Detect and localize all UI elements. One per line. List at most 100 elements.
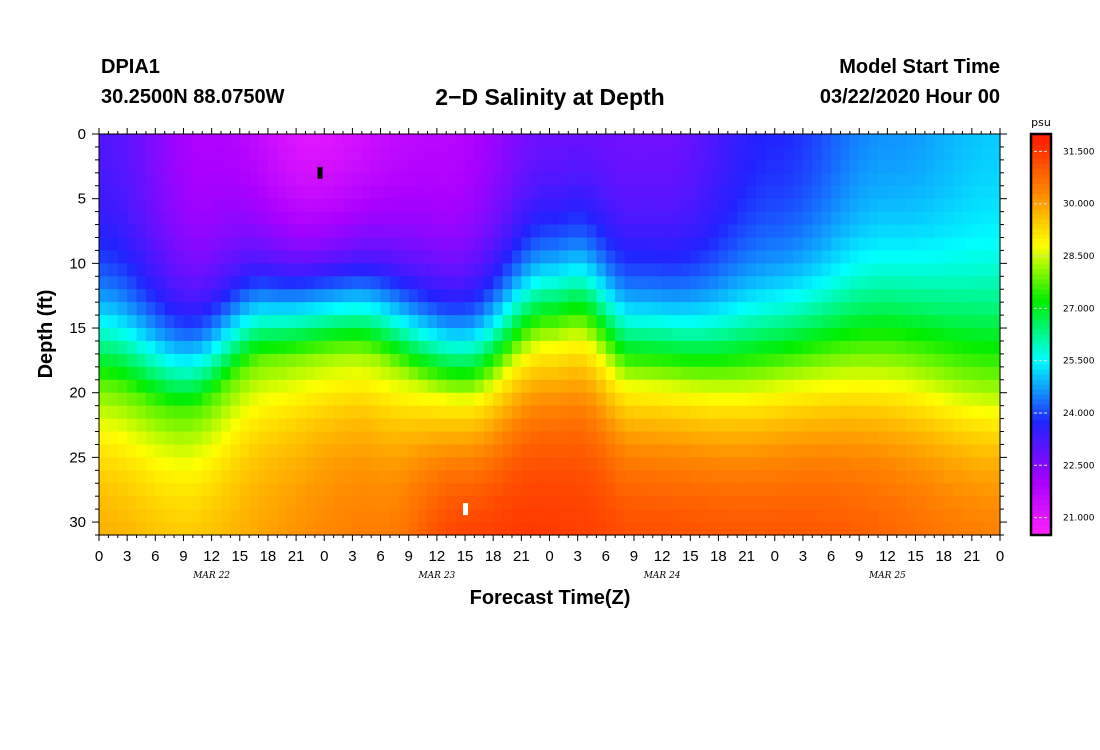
heatmap-cell — [145, 366, 156, 381]
x-tick-label: 6 — [827, 548, 835, 565]
colorbar-segment — [1031, 299, 1051, 306]
model-start-label: Model Start Time — [839, 56, 1000, 78]
heatmap-cell — [943, 457, 954, 471]
heatmap-cell — [502, 444, 513, 458]
heatmap-cell — [680, 366, 691, 381]
heatmap-cell — [136, 483, 147, 497]
heatmap-cell — [286, 185, 297, 200]
heatmap-cell — [211, 444, 222, 458]
heatmap-cell — [511, 134, 522, 148]
heatmap-cell — [521, 198, 532, 213]
heatmap-cell — [924, 198, 935, 213]
heatmap-cell — [765, 405, 776, 420]
heatmap-cell — [868, 198, 879, 213]
heatmap-cell — [427, 250, 438, 264]
heatmap-cell — [117, 185, 128, 200]
heatmap-cell — [258, 302, 269, 316]
heatmap-cell — [596, 315, 607, 329]
heatmap-cell — [164, 522, 175, 536]
heatmap-cell — [821, 289, 832, 303]
colorbar-segment — [1031, 429, 1051, 436]
heatmap-cell — [427, 134, 438, 148]
heatmap-cell — [540, 457, 551, 471]
heatmap-cell — [145, 289, 156, 303]
heatmap-cell — [784, 198, 795, 213]
heatmap-cell — [558, 159, 569, 174]
heatmap-cell — [530, 444, 541, 458]
heatmap-cell — [577, 185, 588, 200]
x-tick-label: 15 — [231, 548, 248, 565]
heatmap-cell — [155, 353, 166, 368]
heatmap-cell — [718, 159, 729, 174]
heatmap-cell — [117, 146, 128, 161]
heatmap-cell — [502, 340, 513, 355]
heatmap-cell — [746, 470, 757, 484]
heatmap-cell — [558, 457, 569, 471]
heatmap-cell — [221, 250, 231, 264]
heatmap-cell — [568, 379, 579, 394]
heatmap-cell — [587, 444, 598, 458]
colorbar-segment — [1031, 444, 1051, 451]
heatmap-cell — [540, 146, 551, 161]
heatmap-cell — [286, 237, 297, 252]
heatmap-cell — [343, 522, 354, 536]
max-marker — [463, 503, 469, 516]
heatmap-cell — [652, 134, 663, 148]
heatmap-cell — [258, 509, 269, 523]
heatmap-cell — [174, 146, 185, 161]
heatmap-cell — [164, 470, 175, 484]
colorbar-segment — [1031, 419, 1051, 426]
heatmap-cell — [774, 134, 785, 148]
heatmap-cell — [380, 146, 391, 161]
heatmap-cell — [699, 405, 710, 420]
heatmap-cell — [859, 328, 870, 342]
heatmap-cell — [577, 146, 588, 161]
heatmap-cell — [352, 392, 363, 407]
day-label: MAR 25 — [868, 571, 906, 581]
heatmap-cell — [671, 353, 682, 368]
heatmap-cell — [333, 379, 344, 394]
heatmap-cell — [183, 315, 194, 329]
heatmap-cell — [127, 522, 138, 536]
heatmap-cell — [296, 405, 307, 420]
heatmap-cell — [812, 250, 823, 264]
colorbar-segment — [1031, 414, 1051, 421]
heatmap-cell — [971, 315, 982, 329]
heatmap-cell — [633, 328, 644, 342]
heatmap-cell — [249, 146, 260, 161]
heatmap-cell — [380, 522, 391, 536]
heatmap-cell — [746, 237, 757, 252]
heatmap-cell — [840, 444, 851, 458]
heatmap-cell — [305, 483, 316, 497]
heatmap-cell — [145, 379, 156, 394]
heatmap-cell — [483, 172, 494, 187]
heatmap-cell — [221, 353, 231, 368]
colorbar-segment — [1031, 369, 1051, 376]
heatmap-cell — [549, 379, 560, 394]
heatmap-cell — [511, 237, 522, 252]
heatmap-cell — [455, 522, 466, 536]
heatmap-cell — [840, 289, 851, 303]
heatmap-cell — [418, 159, 429, 174]
heatmap-cell — [183, 185, 194, 200]
heatmap-cell — [305, 379, 316, 394]
heatmap-cell — [915, 431, 926, 446]
heatmap-cell — [953, 444, 964, 458]
heatmap-cell — [277, 496, 288, 510]
heatmap-cell — [934, 250, 945, 264]
heatmap-cell — [221, 224, 231, 239]
heatmap-cell — [211, 483, 222, 497]
heatmap-cell — [671, 250, 682, 264]
heatmap-cell — [821, 250, 832, 264]
heatmap-cell — [389, 444, 400, 458]
heatmap-cell — [587, 172, 598, 187]
heatmap-cell — [549, 496, 560, 510]
heatmap-cell — [971, 496, 982, 510]
heatmap-cell — [530, 366, 541, 381]
heatmap-cell — [587, 185, 598, 200]
heatmap-cell — [343, 134, 354, 148]
heatmap-cell — [587, 509, 598, 523]
heatmap-cell — [127, 276, 138, 290]
heatmap-cell — [896, 483, 907, 497]
heatmap-cell — [136, 185, 147, 200]
